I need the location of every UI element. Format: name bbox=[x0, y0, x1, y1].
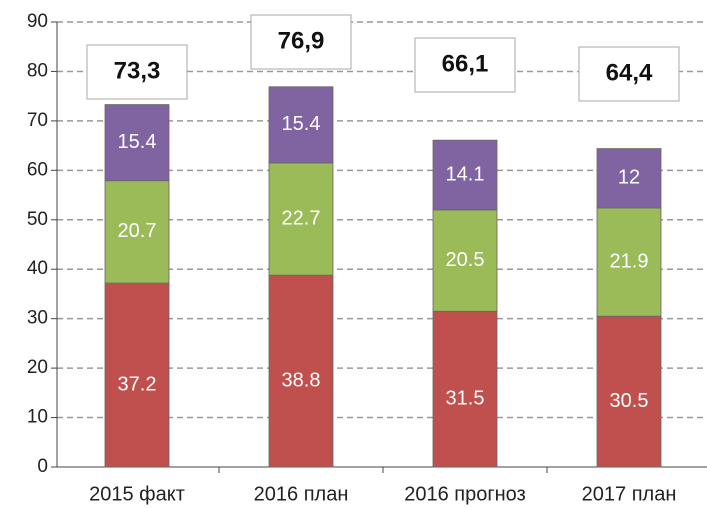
x-tick-label: 2017 план bbox=[582, 483, 677, 505]
x-tick-label: 2015 факт bbox=[89, 483, 185, 505]
total-label: 76,9 bbox=[278, 27, 325, 54]
y-tick-label: 30 bbox=[27, 308, 48, 329]
value-label: 38.8 bbox=[282, 369, 321, 391]
total-label: 66,1 bbox=[442, 50, 489, 77]
value-label: 21.9 bbox=[610, 250, 649, 272]
y-tick-label: 0 bbox=[37, 456, 48, 477]
y-tick-label: 40 bbox=[27, 258, 48, 279]
bar-segment bbox=[104, 180, 170, 284]
y-tick-label: 80 bbox=[27, 60, 48, 81]
value-label: 20.7 bbox=[118, 220, 157, 242]
y-tick-label: 90 bbox=[27, 11, 48, 32]
bar-segment bbox=[596, 207, 662, 317]
x-tick-label: 2016 прогноз bbox=[404, 483, 526, 505]
value-label: 15.4 bbox=[282, 113, 321, 135]
y-tick-label: 10 bbox=[27, 407, 48, 428]
x-tick-label: 2016 план bbox=[254, 483, 349, 505]
value-label: 30.5 bbox=[610, 390, 649, 412]
y-tick-label: 60 bbox=[27, 159, 48, 180]
y-tick-label: 20 bbox=[27, 357, 48, 378]
bar-segment bbox=[268, 162, 334, 276]
total-box bbox=[578, 46, 680, 102]
bar-segment bbox=[268, 274, 334, 468]
bar-segment bbox=[432, 310, 498, 468]
bar-segment bbox=[104, 104, 170, 182]
total-label: 73,3 bbox=[114, 57, 161, 84]
value-label: 15.4 bbox=[118, 131, 157, 153]
value-label: 20.5 bbox=[446, 249, 485, 271]
total-box bbox=[250, 14, 352, 70]
total-label: 64,4 bbox=[606, 59, 653, 86]
total-box bbox=[86, 44, 188, 100]
bar-segment bbox=[268, 86, 334, 164]
bar-segment bbox=[432, 209, 498, 312]
y-tick-label: 50 bbox=[27, 209, 48, 230]
value-label: 14.1 bbox=[446, 163, 485, 185]
value-label: 31.5 bbox=[446, 387, 485, 409]
value-label: 12 bbox=[618, 167, 640, 189]
total-box bbox=[414, 37, 516, 93]
value-label: 37.2 bbox=[118, 373, 157, 395]
bar-segment bbox=[596, 148, 662, 209]
value-label: 22.7 bbox=[282, 207, 321, 229]
bar-segment bbox=[432, 139, 498, 211]
y-tick-label: 70 bbox=[27, 110, 48, 131]
